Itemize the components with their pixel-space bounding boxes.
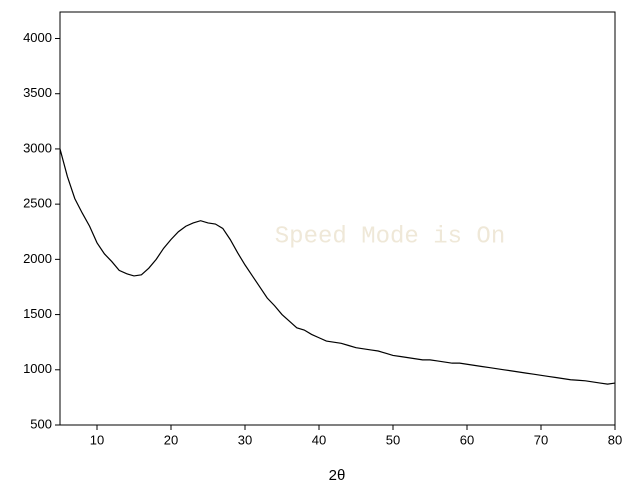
x-tick-label: 70	[534, 432, 548, 447]
x-tick-label: 80	[608, 432, 622, 447]
x-axis-title: 2θ	[329, 467, 346, 484]
y-tick-label: 1000	[23, 361, 52, 376]
x-tick-label: 20	[164, 432, 178, 447]
x-tick-label: 50	[386, 432, 400, 447]
x-tick-label: 60	[460, 432, 474, 447]
y-tick-label: 3000	[23, 140, 52, 155]
y-tick-label: 4000	[23, 30, 52, 45]
plot-frame	[59, 11, 616, 426]
data-line	[59, 148, 616, 385]
y-tick-label: 2500	[23, 196, 52, 211]
y-tick-label: 1500	[23, 306, 52, 321]
y-tick-label: 500	[30, 416, 52, 431]
x-tick-label: 40	[312, 432, 326, 447]
y-tick-label: 2000	[23, 251, 52, 266]
y-tick-label: 3500	[23, 85, 52, 100]
watermark: Speed Mode is On	[275, 223, 505, 250]
x-tick-label: 10	[90, 432, 104, 447]
x-tick-label: 30	[238, 432, 252, 447]
